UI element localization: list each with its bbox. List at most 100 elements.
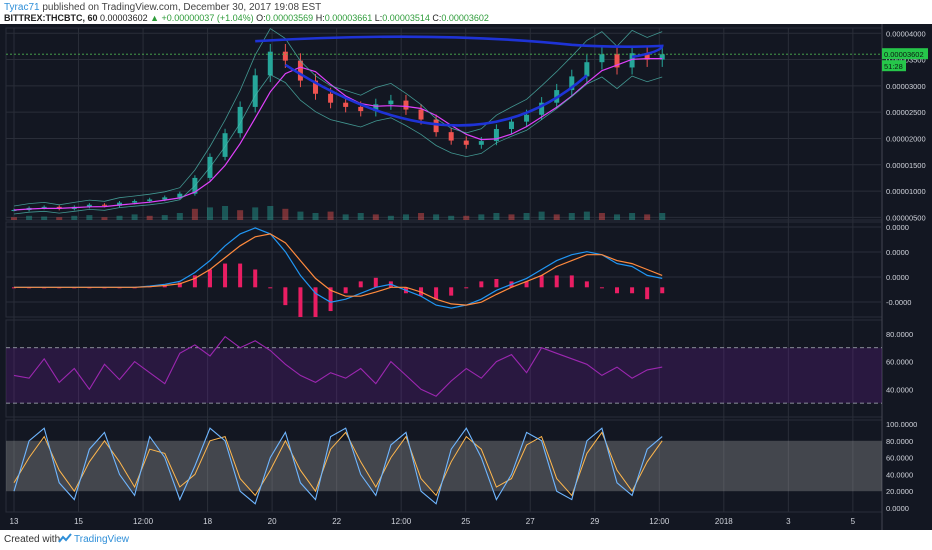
volume-bar <box>161 215 168 220</box>
x-tick-label: 15 <box>74 517 83 526</box>
macd-histogram-bar <box>419 287 424 296</box>
macd-histogram-bar <box>328 287 333 312</box>
volume-bar <box>101 217 108 220</box>
macd-tick-label: 0.0000 <box>886 273 909 282</box>
macd-histogram-bar <box>223 263 228 288</box>
countdown-tag <box>882 60 906 72</box>
volume-bar <box>86 215 93 220</box>
x-tick-label: 5 <box>851 517 856 526</box>
cup-top-drawing <box>255 35 664 59</box>
volume-bar <box>644 214 651 220</box>
rsi-line <box>13 335 663 397</box>
x-tick-label: 2018 <box>715 517 733 526</box>
candle-body <box>524 114 530 122</box>
volume-bar <box>131 214 138 220</box>
footer: Created with TradingView <box>0 530 932 550</box>
stoch-tick-label: 0.0000 <box>886 504 909 513</box>
high-value: 0.00003661 <box>324 13 373 23</box>
volume-bar <box>523 213 530 220</box>
macd-histogram-bar <box>630 287 635 294</box>
volume-bar <box>629 213 636 220</box>
stoch-tick-label: 100.0000 <box>886 420 917 429</box>
volume-bar <box>583 211 590 220</box>
candle-body <box>433 119 439 133</box>
price-tick-label: 0.00003000 <box>886 82 926 91</box>
tradingview-brand[interactable]: TradingView <box>74 534 130 545</box>
low-value: 0.00003514 <box>382 13 430 23</box>
volume-bar <box>116 215 123 220</box>
volume-bar <box>508 214 515 220</box>
volume-bar <box>402 214 409 220</box>
volume-bar <box>538 211 545 220</box>
stoch-d-line <box>13 431 663 497</box>
candle-body <box>252 75 258 107</box>
x-tick-label: 18 <box>203 517 212 526</box>
volume-bar <box>387 215 394 220</box>
candle-body <box>478 141 484 145</box>
candle-body <box>358 106 364 112</box>
candle-body <box>162 197 168 200</box>
last-price-tag <box>882 48 928 60</box>
rsi-tick-label: 60.0000 <box>886 358 913 367</box>
macd-histogram-bar <box>192 275 197 288</box>
macd-histogram-bar <box>584 281 589 288</box>
macd-histogram-bar <box>358 281 363 288</box>
x-tick-label: 20 <box>268 517 277 526</box>
volume-bar <box>372 214 379 220</box>
ohlc-line: BITTREX:THCBTC, 60 0.00003602 ▲ +0.00000… <box>4 13 489 23</box>
panel-macd-frame <box>5 221 883 318</box>
volume-bar <box>56 217 63 220</box>
volume-bar <box>553 214 560 220</box>
volume-bar <box>282 208 289 220</box>
candle-body <box>644 53 650 60</box>
volume-bar <box>493 213 500 220</box>
last-price-label: 0.00003602 <box>884 50 924 59</box>
macd-tick-label: -0.0000 <box>886 298 911 307</box>
macd-histogram-bar <box>494 279 499 288</box>
volume-bar <box>418 213 425 220</box>
x-tick-label: 3 <box>786 517 791 526</box>
x-tick-label: 29 <box>590 517 599 526</box>
macd-histogram-bar <box>554 275 559 288</box>
chart-area[interactable]: 13 15 12:00 18 20 22 12:00 25 27 29 12:00 2018 3 5 0.0… <box>0 24 932 530</box>
candle-body <box>493 128 499 142</box>
author-link[interactable]: Tyrac71 <box>4 2 40 13</box>
tradingview-logo-icon <box>58 533 72 543</box>
created-with-text: Created with <box>4 534 61 545</box>
volume-bar <box>222 206 229 220</box>
candle-body <box>267 51 273 76</box>
chart-header: Tyrac71 published on TradingView.com, De… <box>0 0 932 24</box>
publish-text: published on TradingView.com, December 3… <box>42 2 322 13</box>
volume-bar <box>327 211 334 220</box>
candle-body <box>282 51 288 61</box>
macd-histogram-bar <box>253 269 258 288</box>
macd-histogram-bar <box>479 281 484 288</box>
stoch-tick-label: 60.0000 <box>886 454 913 463</box>
price-tick-label: 0.00004000 <box>886 29 926 38</box>
symbol-label: BITTREX:THCBTC, 60 <box>4 13 98 23</box>
volume-bar <box>146 215 153 220</box>
stoch-tick-label: 40.0000 <box>886 470 913 479</box>
bollinger-band-upper <box>13 28 663 207</box>
candle-body <box>222 133 228 157</box>
high-label: H: <box>315 13 325 23</box>
candle-body <box>388 100 394 105</box>
chart-canvas[interactable]: 13 15 12:00 18 20 22 12:00 25 27 29 12:00 2018 3 5 0.0… <box>0 24 932 530</box>
cup-bowl-drawing <box>284 63 588 127</box>
last-price: 0.00003602 <box>100 13 148 23</box>
macd-tick-label: 0.0000 <box>886 248 909 257</box>
volume-bar <box>297 211 304 220</box>
macd-histogram-bar <box>343 287 348 294</box>
price-tick-label: 0.00001000 <box>886 187 926 196</box>
volume-bar <box>191 208 198 220</box>
publish-line: Tyrac71 published on TradingView.com, De… <box>4 2 321 13</box>
candle-body <box>569 76 575 91</box>
candle-body <box>659 54 665 60</box>
macd-line <box>14 227 663 309</box>
macd-histogram-bar <box>524 281 529 288</box>
volume-bar <box>252 207 259 220</box>
candle-body <box>117 202 123 206</box>
rsi-tick-label: 40.0000 <box>886 385 913 394</box>
x-tick-label: 12:00 <box>391 517 412 526</box>
candle-body <box>132 201 138 203</box>
